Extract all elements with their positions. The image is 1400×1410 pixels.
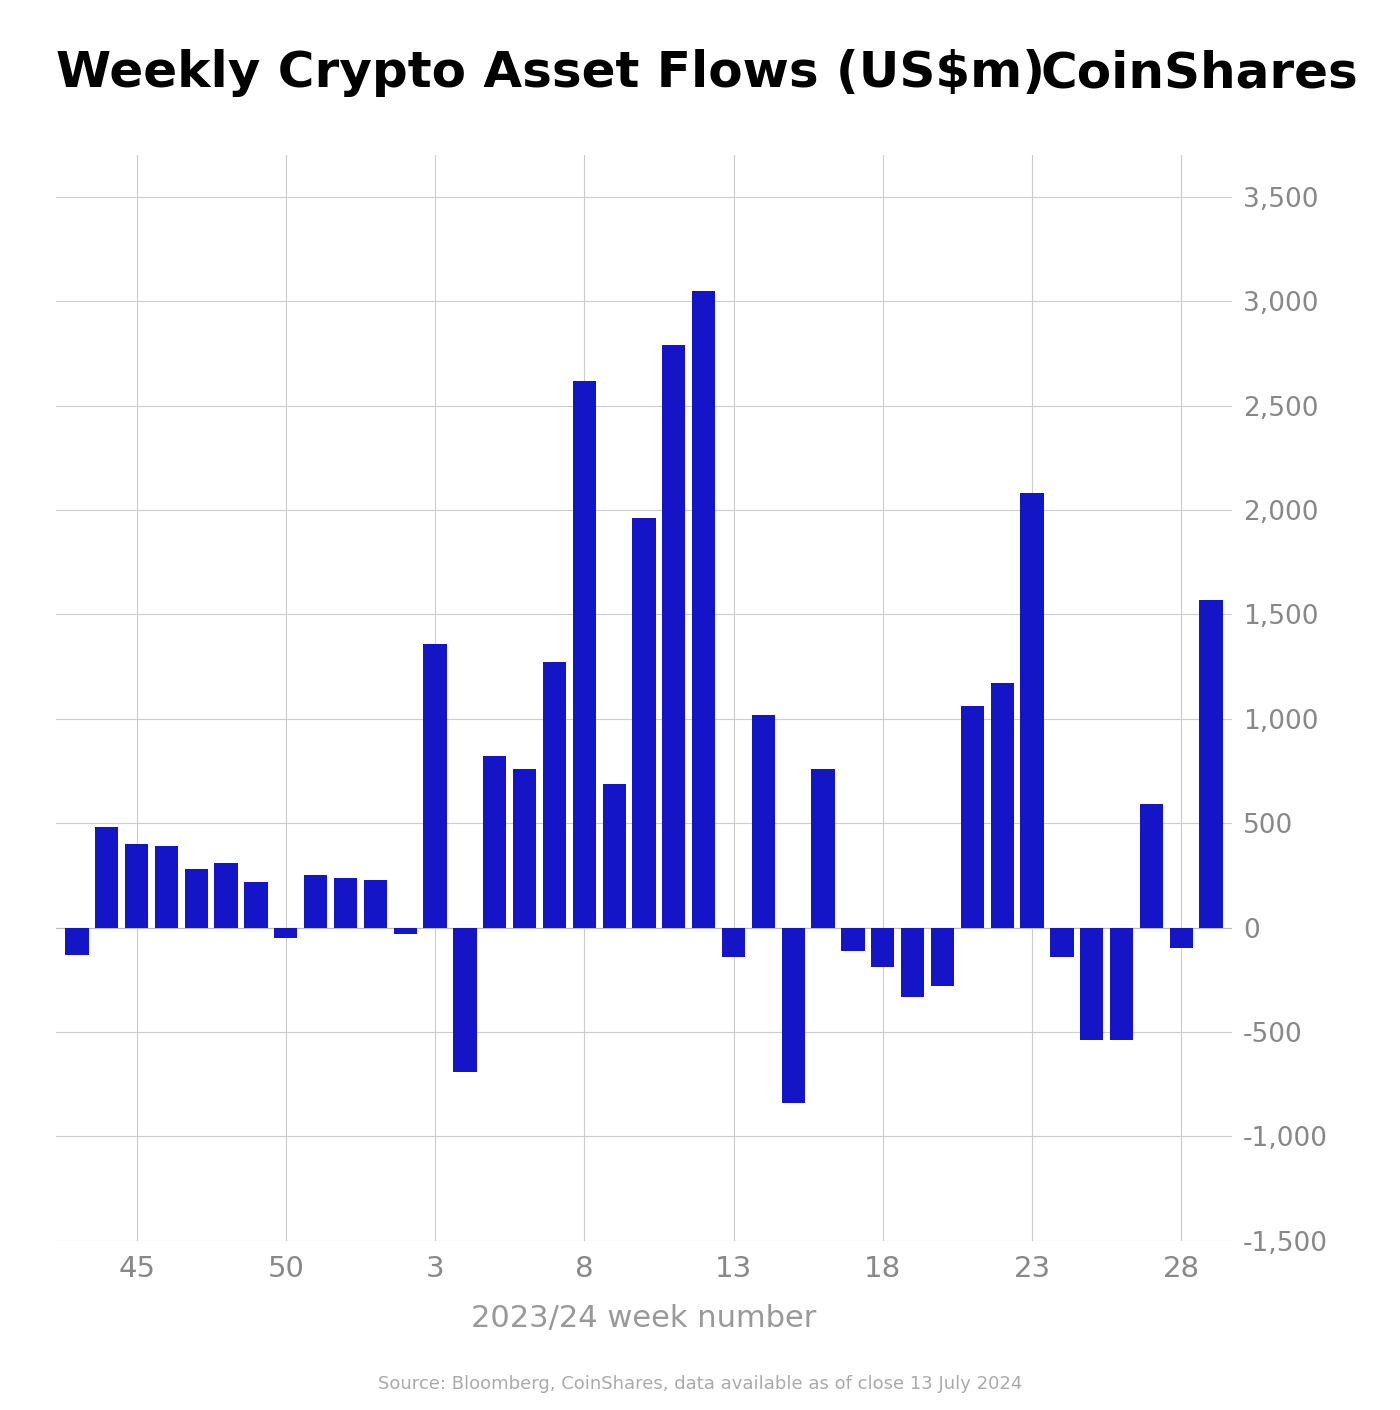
Bar [752, 715, 776, 928]
Bar [1110, 928, 1133, 1041]
Bar [1050, 928, 1074, 957]
Bar [781, 928, 805, 1103]
Bar [573, 381, 596, 928]
Bar [304, 876, 328, 928]
Bar [95, 828, 119, 928]
Bar [155, 846, 178, 928]
Bar [1169, 928, 1193, 949]
Bar [602, 784, 626, 928]
Bar [812, 768, 834, 928]
Bar [1079, 928, 1103, 1041]
Bar [543, 663, 566, 928]
Bar [185, 869, 209, 928]
Text: CoinShares: CoinShares [1040, 49, 1358, 97]
Bar [454, 928, 476, 1072]
X-axis label: 2023/24 week number: 2023/24 week number [472, 1303, 816, 1332]
Bar [1200, 599, 1222, 928]
Bar [66, 928, 88, 955]
Bar [902, 928, 924, 997]
Bar [931, 928, 955, 986]
Bar [692, 290, 715, 928]
Text: Source: Bloomberg, CoinShares, data available as of close 13 July 2024: Source: Bloomberg, CoinShares, data avai… [378, 1375, 1022, 1393]
Bar [722, 928, 745, 957]
Bar [871, 928, 895, 967]
Bar [1140, 805, 1163, 928]
Bar [483, 756, 507, 928]
Bar [214, 863, 238, 928]
Bar [274, 928, 297, 938]
Bar [662, 345, 686, 928]
Bar [333, 877, 357, 928]
Bar [841, 928, 865, 950]
Bar [245, 881, 267, 928]
Bar [393, 928, 417, 933]
Bar [423, 643, 447, 928]
Bar [633, 519, 655, 928]
Text: Weekly Crypto Asset Flows (US$m): Weekly Crypto Asset Flows (US$m) [56, 49, 1044, 97]
Bar [991, 684, 1014, 928]
Bar [364, 880, 386, 928]
Bar [125, 845, 148, 928]
Bar [960, 706, 984, 928]
Bar [1021, 493, 1043, 928]
Bar [512, 768, 536, 928]
